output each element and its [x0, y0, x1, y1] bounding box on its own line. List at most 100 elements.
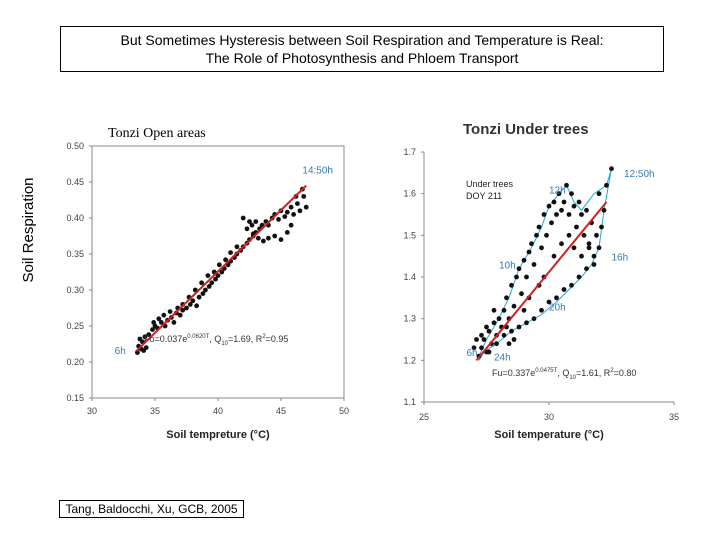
data-point-under — [516, 266, 522, 272]
data-point-under — [511, 303, 517, 309]
data-point-under — [539, 245, 544, 251]
data-point-under — [471, 345, 477, 351]
data-point-under — [599, 224, 604, 230]
data-point-under — [529, 241, 534, 247]
legend-line1-under: Under trees — [466, 179, 514, 189]
data-point-open — [142, 334, 148, 340]
data-point-under — [556, 191, 562, 197]
x-axis-label-under: Soil temperature (°C) — [494, 429, 604, 441]
data-point-under — [514, 274, 519, 280]
data-point-under — [591, 262, 597, 267]
data-point-under — [591, 253, 597, 259]
data-point-under — [581, 232, 587, 238]
data-point-under — [534, 232, 539, 238]
y-tick-label-under: 1.5 — [403, 230, 416, 240]
data-point-open — [190, 298, 196, 304]
data-point-open — [151, 320, 157, 325]
data-point-under — [501, 307, 507, 313]
time-label-under: 12:50h — [624, 169, 655, 180]
data-point-under — [554, 212, 559, 217]
data-point-open — [223, 257, 229, 263]
data-point-under — [561, 199, 567, 205]
data-point-open — [200, 291, 206, 296]
data-point-under — [509, 282, 514, 288]
equation-under: Fu=0.337e0.0475T, Q10=1.61, R2=0.80 — [492, 368, 636, 381]
chart-open: 0.15 0.20 0.25 0.30 0.35 0.40 0.45 0.50 30 35 40 45… — [66, 141, 349, 441]
data-point-open — [301, 194, 307, 199]
open-areas-chart-title: Tonzi Open areas — [108, 126, 206, 141]
fit-line-open — [135, 184, 307, 352]
x-axis-label-open: Soil tempreture (°C) — [166, 429, 270, 441]
data-point-open — [288, 222, 294, 228]
y-tick-label-open: 0.30 — [66, 285, 84, 295]
data-point-open — [284, 230, 290, 235]
y-tick-label-open: 0.20 — [66, 357, 84, 367]
data-point-under — [494, 341, 499, 347]
data-point-under — [519, 291, 524, 297]
data-point-under — [511, 337, 517, 342]
data-point-under — [609, 166, 614, 172]
data-point-under — [539, 307, 544, 313]
data-point-under — [571, 203, 577, 209]
data-point-open — [213, 276, 218, 282]
data-point-under — [576, 274, 582, 280]
data-point-open — [234, 244, 240, 250]
time-label-under: 10h — [499, 261, 516, 272]
data-point-under — [596, 245, 602, 251]
data-point-open — [278, 237, 284, 243]
data-point-under — [479, 332, 484, 338]
x-tick-label-open: 45 — [276, 406, 286, 416]
data-point-under — [586, 241, 592, 247]
data-point-open — [253, 219, 259, 225]
data-point-under — [576, 199, 582, 205]
slide-title-line2: The Role of Photosynthesis and Phloem Tr… — [205, 50, 519, 66]
data-point-under — [526, 249, 532, 255]
data-point-open — [284, 209, 290, 215]
data-point-open — [297, 208, 303, 214]
data-point-open — [196, 294, 202, 300]
data-point-open — [203, 287, 208, 293]
data-point-open — [158, 320, 164, 325]
data-point-under — [506, 341, 512, 347]
data-point-under — [566, 212, 572, 217]
data-point-open — [187, 302, 193, 307]
data-point-under — [509, 328, 514, 334]
data-point-under — [546, 299, 552, 305]
data-point-open — [266, 235, 271, 241]
data-point-under — [559, 207, 564, 213]
data-point-under — [541, 212, 547, 217]
data-point-open — [288, 204, 294, 210]
time-label-under: 20h — [549, 302, 566, 313]
data-point-under — [561, 287, 567, 292]
y-tick-label-open: 0.25 — [66, 321, 84, 331]
data-point-under — [559, 241, 564, 247]
data-point-under — [521, 307, 527, 313]
data-point-under — [479, 345, 484, 351]
data-point-open — [282, 214, 288, 220]
data-point-under — [546, 203, 552, 209]
data-point-open — [219, 269, 225, 275]
data-point-under — [524, 274, 529, 280]
data-point-under — [549, 220, 554, 226]
data-point-open — [180, 307, 186, 313]
data-point-under — [601, 207, 607, 213]
time-label-open: 14:50h — [302, 165, 333, 176]
data-point-under — [474, 337, 479, 342]
data-point-open — [303, 204, 309, 210]
x-tick-label-open: 35 — [150, 406, 160, 416]
data-point-open — [228, 250, 234, 256]
data-point-open — [199, 280, 205, 286]
data-point-under — [564, 182, 569, 188]
data-point-open — [137, 336, 143, 342]
data-point-under — [554, 295, 559, 301]
y-tick-label-under: 1.6 — [403, 189, 416, 199]
data-point-under — [569, 282, 574, 288]
data-point-under — [584, 207, 589, 213]
slide-title-box: But Sometimes Hysteresis between Soil Re… — [60, 26, 664, 72]
data-point-under — [579, 253, 584, 259]
data-point-open — [146, 332, 152, 337]
data-point-under — [486, 328, 492, 334]
data-point-under — [594, 232, 599, 238]
data-point-under — [551, 199, 557, 205]
